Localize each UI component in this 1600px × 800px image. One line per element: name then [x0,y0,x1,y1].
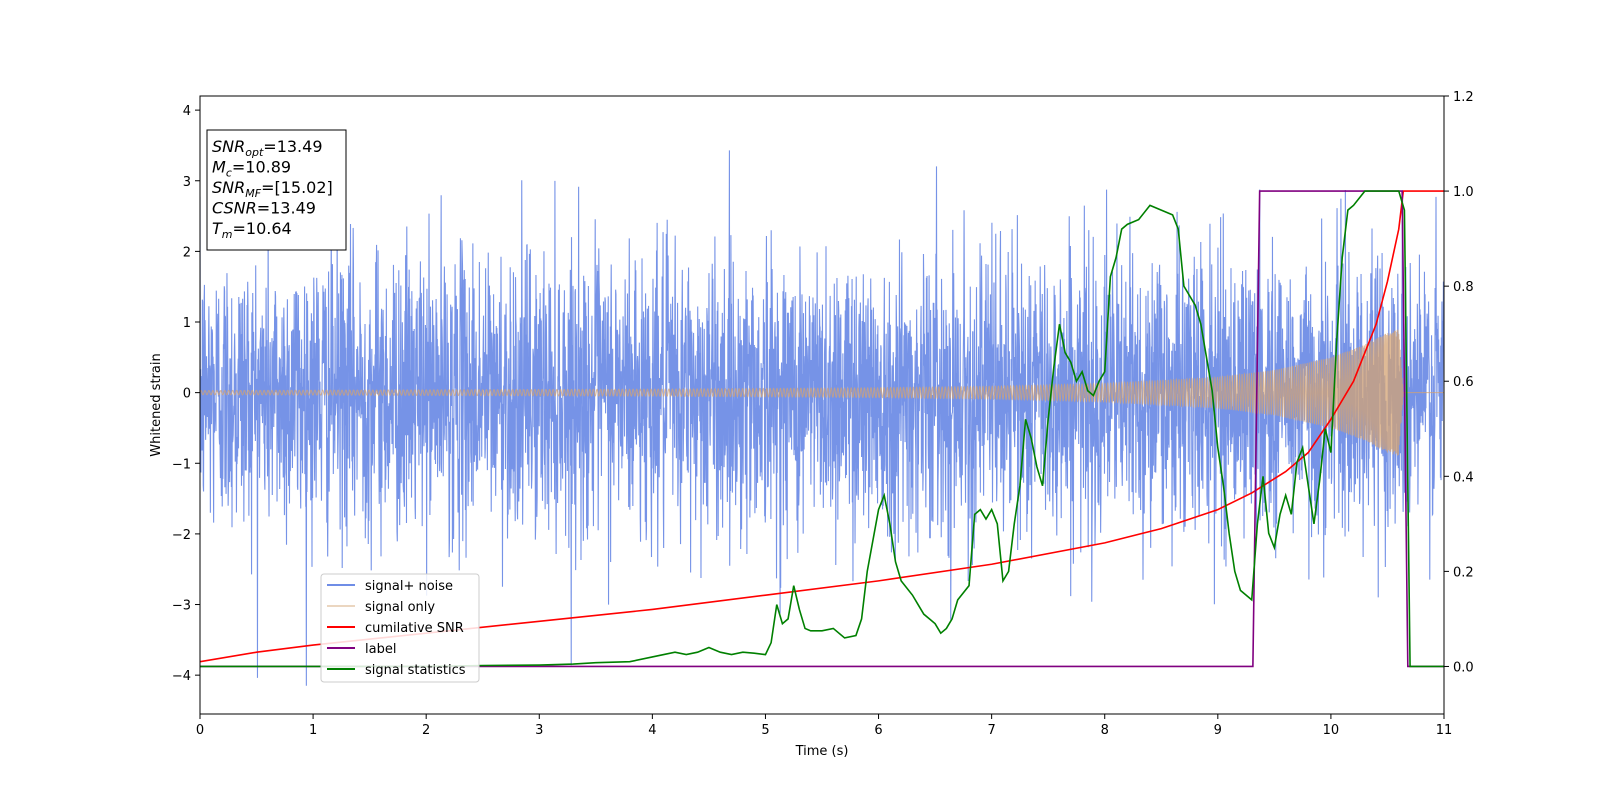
x-tick-label: 4 [648,723,656,738]
plot-frame [199,95,1445,715]
series-signal-noise-line [200,150,1444,686]
y-left-tick-label: −4 [172,669,191,684]
legend-frame [320,573,480,683]
x-tick-label: 11 [1436,723,1453,738]
x-tick-label: 3 [535,723,543,738]
y-right-tick-label: 0.6 [1453,375,1474,390]
y-left-tick-label: 3 [183,175,191,190]
annotation-line: Tm=10.64 [212,219,292,241]
series-signal-statistics-line [200,190,1444,668]
y-left-tick-label: 4 [183,104,191,119]
annotation-line: CSNR=13.49 [212,199,316,218]
series-cumulative-snr-line [200,190,1444,663]
y-axis-right: 0.0 0.2 0.4 0.6 0.8 1.0 1.2 [1444,90,1474,675]
y-left-tick-label: −2 [172,528,191,543]
x-tick-label: 1 [309,723,317,738]
y-axis-left: −4 −3 −2 −1 0 1 2 3 4 [172,104,200,684]
legend-entry: signal only [365,600,435,615]
legend-entry: signal+ noise [365,579,453,594]
y-left-tick-label: 1 [183,316,191,331]
annotation-frame [206,129,347,251]
legend-entry: label [365,642,396,657]
series-layer [200,150,1444,686]
snr-annotation-box: SNRopt=13.49Mc=10.89SNRMF=[15.02]CSNR=13… [206,129,347,251]
legend-entry: cumilative SNR [365,621,464,636]
y-right-tick-label: 0.2 [1453,565,1474,580]
x-tick-label: 2 [422,723,430,738]
x-tick-label: 10 [1323,723,1340,738]
y-right-tick-label: 0.4 [1453,470,1474,485]
y-right-tick-label: 0.8 [1453,280,1474,295]
y-axis-label: Whitened strain [149,353,164,456]
x-axis: 0 1 2 3 4 5 6 7 8 9 10 11 [196,714,1452,738]
x-tick-label: 6 [874,723,882,738]
x-tick-label: 0 [196,723,204,738]
x-tick-label: 5 [761,723,769,738]
annotation-line: Mc=10.89 [212,158,291,180]
y-left-tick-label: 2 [183,245,191,260]
x-tick-label: 8 [1101,723,1109,738]
y-left-tick-label: −3 [172,599,191,614]
y-left-tick-label: −1 [172,457,191,472]
legend-entry: signal statistics [365,663,466,678]
legend: signal+ noise signal only cumilative SNR la… [320,573,480,683]
x-axis-label: Time (s) [795,744,849,759]
series-signal-only-line [200,329,1444,456]
y-left-tick-label: 0 [183,387,191,402]
y-right-tick-label: 0.0 [1453,660,1474,675]
y-right-tick-label: 1.0 [1453,185,1474,200]
y-right-tick-label: 1.2 [1453,90,1474,105]
annotation-line: SNRopt=13.49 [212,137,323,159]
x-tick-label: 7 [987,723,995,738]
annotation-line: SNRMF=[15.02] [212,178,333,200]
x-tick-label: 9 [1214,723,1222,738]
